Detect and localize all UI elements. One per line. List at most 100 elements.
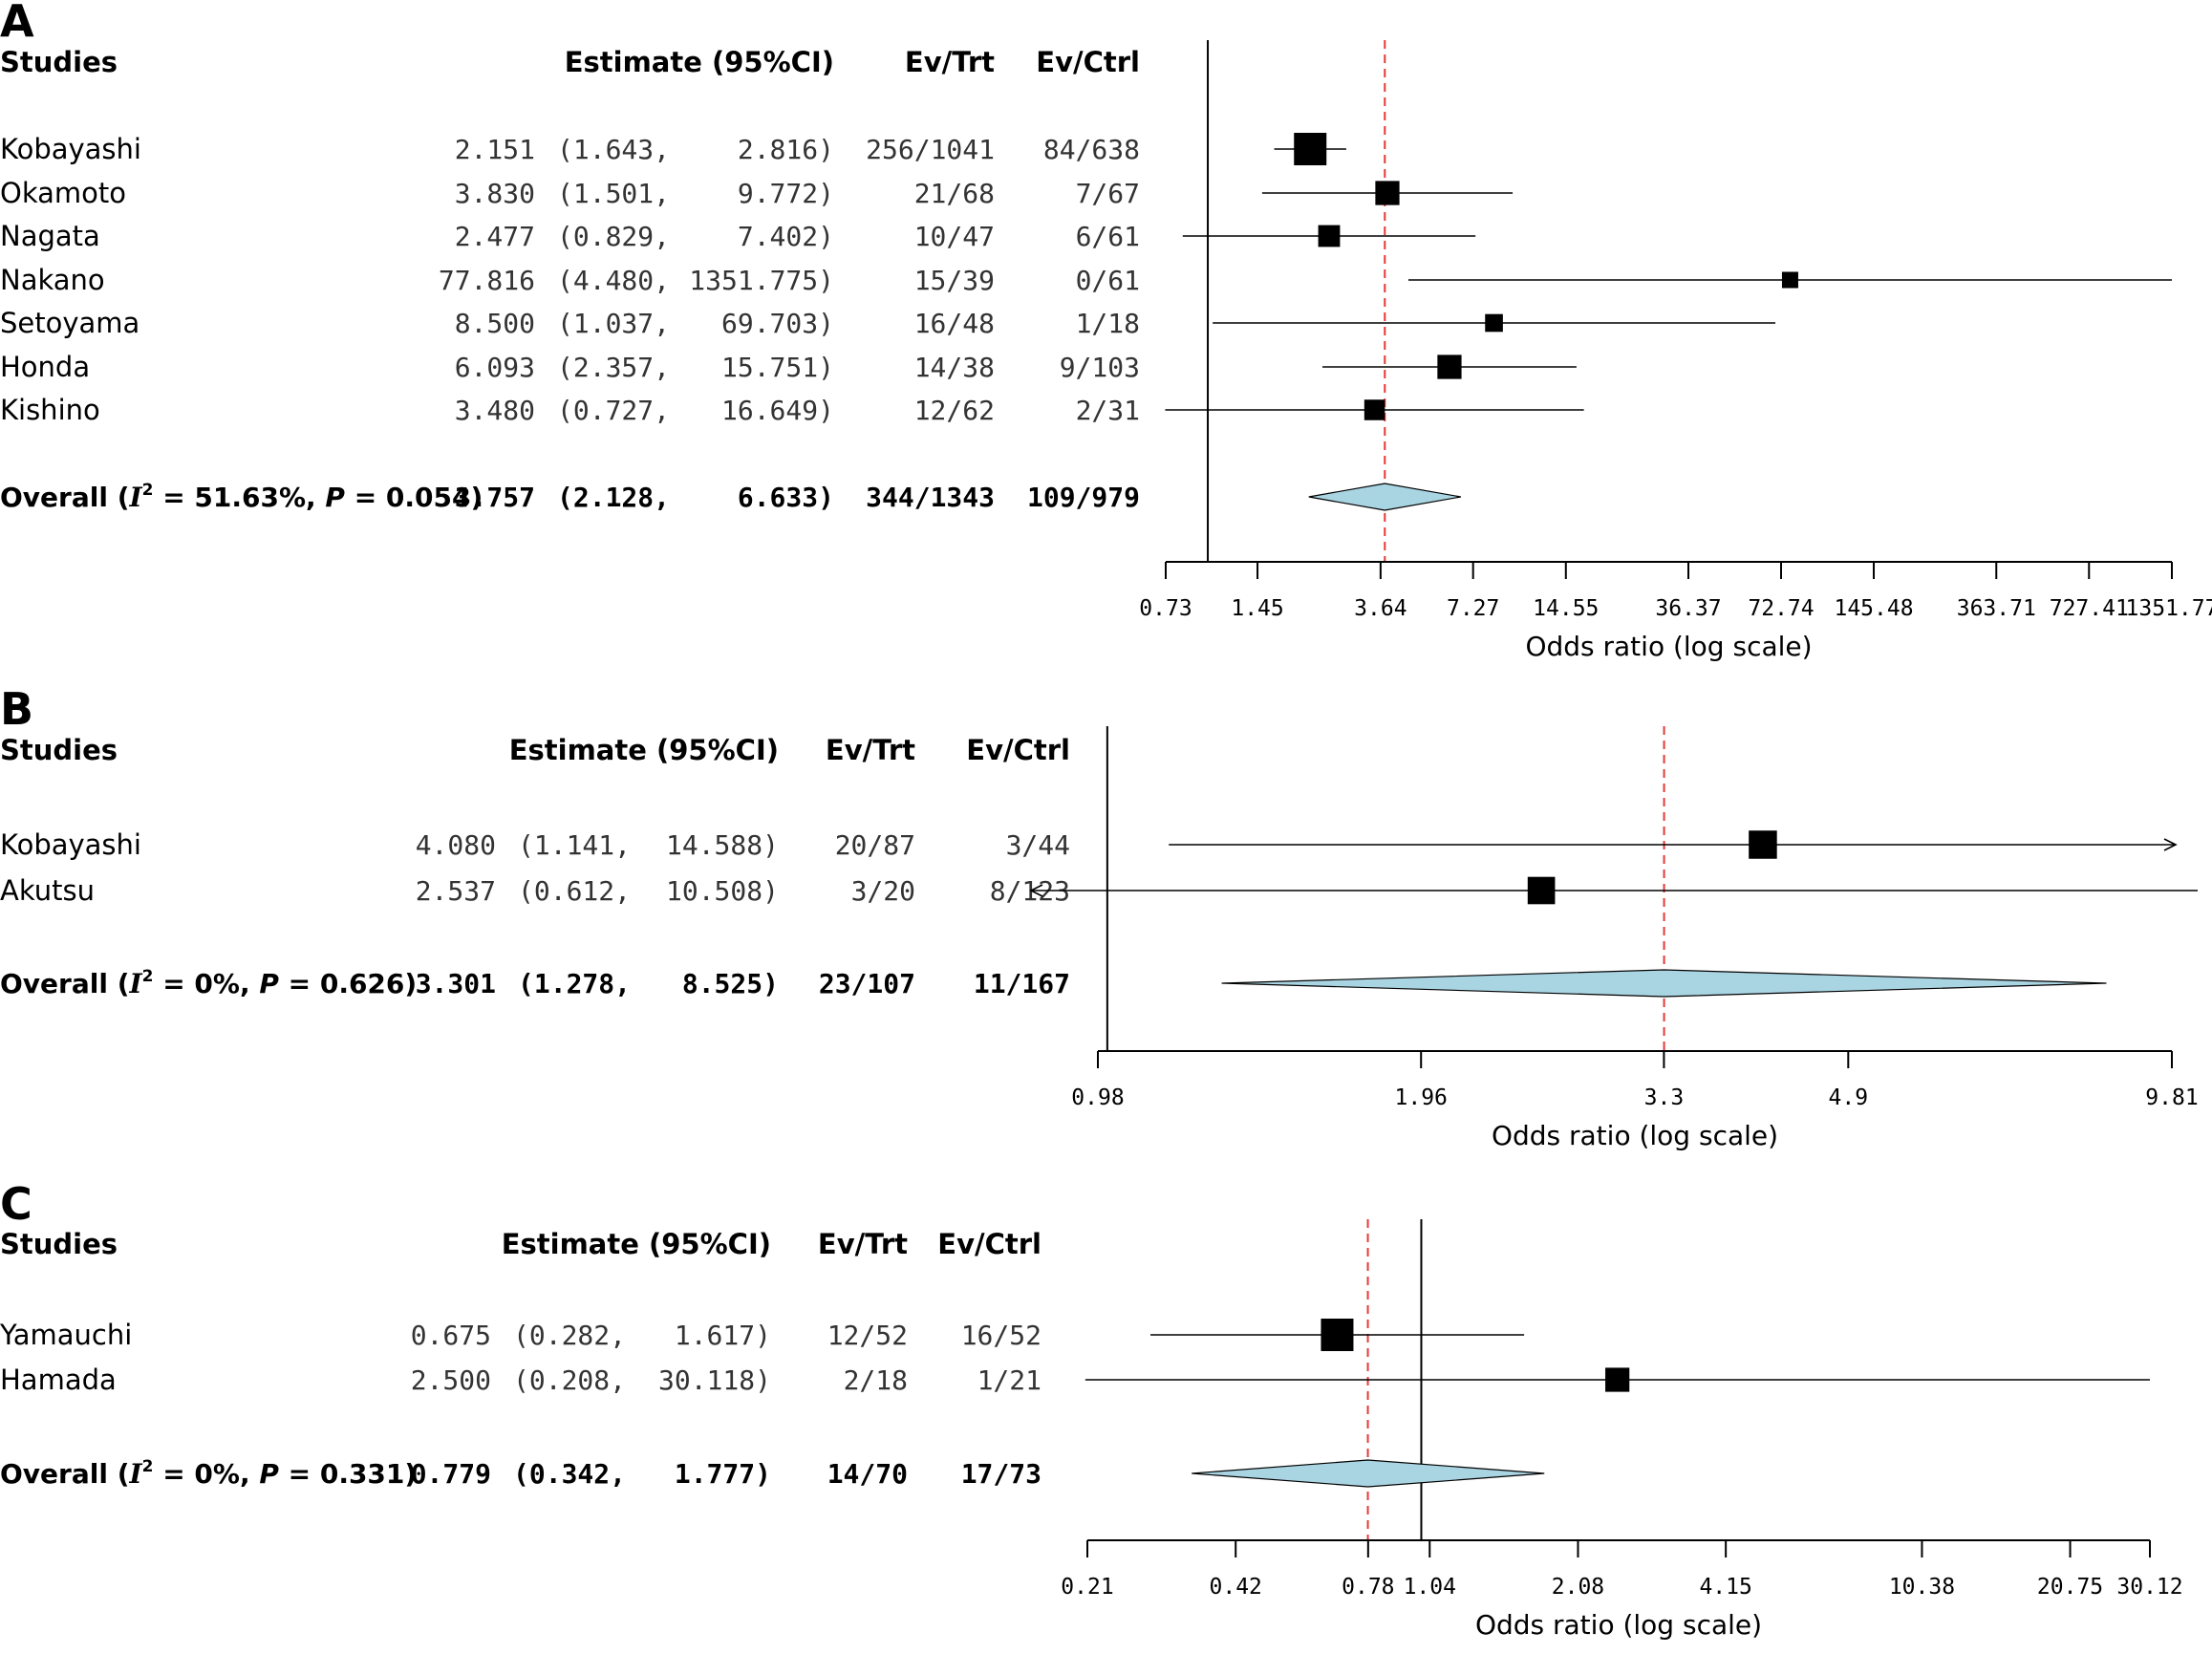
study-row: Akutsu 2.537 (0.612, 10.508) 3/20 8/123 [0,874,2198,907]
study-ci-upper: 10.508) [666,875,779,907]
overall-diamond [1308,483,1461,511]
x-tick-label: 1.04 [1404,1575,1456,1600]
overall-row: Overall (I2 = 0%, P = 0.331)0.779 (0.342,… [0,1457,1545,1490]
study-row: Okamoto 3.830 (1.501, 9.772) 21/68 7/67 [0,177,1514,209]
overall-ci-upper: 6.633) [738,482,834,513]
study-name: Yamauchi [0,1319,132,1351]
study-ev-trt: 21/68 [914,178,995,209]
i2-superscript: 2 [142,1457,154,1476]
study-ci-upper: 15.751) [721,352,834,383]
study-ci-lower: (0.208, [513,1364,626,1396]
overall-label-prefix: Overall ( [0,968,130,999]
study-ev-ctrl: 84/638 [1043,134,1140,165]
panel-letter: A [0,0,34,47]
study-ev-ctrl: 7/67 [1076,178,1140,209]
i2-value: = 51.63%, [153,482,325,513]
overall-ev-ctrl: 17/73 [961,1458,1042,1490]
header-ev-ctrl: Ev/Ctrl [966,734,1070,766]
study-ci-upper: 16.649) [721,395,834,426]
point-estimate-box [1318,225,1341,247]
overall-row: Overall (I2 = 51.63%, P = 0.054)3.757 (2.… [0,481,1461,513]
overall-label-prefix: Overall ( [0,482,130,513]
x-axis: 0.98 1.96 3.3 4.9 9.81 Odds ratio (log scale) [1071,1050,2199,1151]
study-ev-ctrl: 1/18 [1076,308,1140,339]
study-name: Kishino [0,394,100,426]
study-ci-lower: (4.480, [557,265,670,296]
overall-ci-upper: 1.777) [675,1458,771,1490]
study-ci-upper: 1351.775) [689,265,834,296]
x-tick-label: 0.98 [1071,1085,1124,1110]
study-ev-trt: 15/39 [914,265,995,296]
study-ev-ctrl: 6/61 [1076,221,1140,252]
overall-ev-trt: 14/70 [827,1458,908,1490]
study-row: Setoyama 8.500 (1.037, 69.703) 16/48 1/18 [0,307,1776,339]
i2-superscript: 2 [142,481,154,500]
i2-value: = 0%, [153,1458,259,1490]
point-estimate-box [1294,133,1327,165]
study-estimate: 2.477 [455,221,535,252]
study-ci-lower: (0.727, [557,395,670,426]
study-estimate: 3.830 [455,178,535,209]
point-estimate-box [1321,1319,1354,1351]
study-ev-ctrl: 9/103 [1060,352,1140,383]
x-tick-label: 363.71 [1957,596,2036,621]
study-ci-lower: (1.501, [557,178,670,209]
i2-symbol: I [129,968,143,999]
i2-value: = 0%, [153,968,259,999]
x-tick-label: 1.45 [1231,596,1283,621]
study-ci-lower: (1.141, [518,829,631,861]
point-estimate-box [1437,354,1462,379]
overall-ev-trt: 23/107 [819,968,915,999]
study-name: Hamada [0,1364,117,1396]
p-symbol: P [259,1458,279,1490]
x-axis: 0.21 0.42 0.78 1.04 2.08 4.15 10.38 20.75 30.12 O… [1061,1539,2183,1641]
study-row: Hamada 2.500 (0.208, 30.118) 2/18 1/21 [0,1364,2150,1396]
overall-ev-trt: 344/1343 [866,482,995,513]
study-ev-ctrl: 1/21 [977,1364,1042,1396]
study-name: Nagata [0,220,100,252]
ci-arrow-left [1029,884,1043,897]
study-ev-ctrl: 3/44 [1006,829,1070,861]
study-ci-lower: (0.829, [557,221,670,252]
p-symbol: P [325,482,345,513]
study-estimate: 2.151 [455,134,535,165]
study-estimate: 4.080 [416,829,496,861]
study-estimate: 2.537 [416,875,496,907]
study-ci-upper: 69.703) [721,308,834,339]
study-ci-upper: 9.772) [738,178,834,209]
study-name: Nakano [0,264,105,296]
p-value: = 0.331) [279,1458,417,1490]
point-estimate-box [1364,399,1385,420]
header-studies: Studies [0,46,118,78]
header-ev-trt: Ev/Trt [826,734,915,766]
header-estimate: Estimate (95%CI) [509,734,779,766]
x-tick-label: 2.08 [1552,1575,1604,1600]
study-estimate: 2.500 [411,1364,491,1396]
x-tick-label: 0.21 [1061,1575,1113,1600]
panel-letter: C [0,1178,32,1230]
header-ev-ctrl: Ev/Ctrl [937,1228,1042,1260]
study-ci-upper: 7.402) [738,221,834,252]
overall-label: Overall (I2 = 0%, P = 0.331) [0,1457,417,1490]
x-tick-label: 36.37 [1655,596,1721,621]
overall-ev-ctrl: 109/979 [1027,482,1140,513]
study-ev-trt: 16/48 [914,308,995,339]
overall-estimate: 3.757 [455,482,535,513]
x-tick-label: 1351.77 [2126,596,2212,621]
study-row: Honda 6.093 (2.357, 15.751) 14/38 9/103 [0,351,1577,383]
header-ev-trt: Ev/Trt [905,46,995,78]
study-ci-lower: (1.643, [557,134,670,165]
study-estimate: 3.480 [455,395,535,426]
overall-ci-upper: 8.525) [682,968,779,999]
study-ev-trt: 12/52 [827,1320,908,1351]
overall-label-prefix: Overall ( [0,1458,130,1490]
overall-diamond [1221,969,2107,998]
study-estimate: 8.500 [455,308,535,339]
overall-estimate: 3.301 [416,968,496,999]
study-ci-upper: 14.588) [666,829,779,861]
x-tick-label: 4.15 [1699,1575,1751,1600]
x-tick-label: 30.12 [2116,1575,2182,1600]
